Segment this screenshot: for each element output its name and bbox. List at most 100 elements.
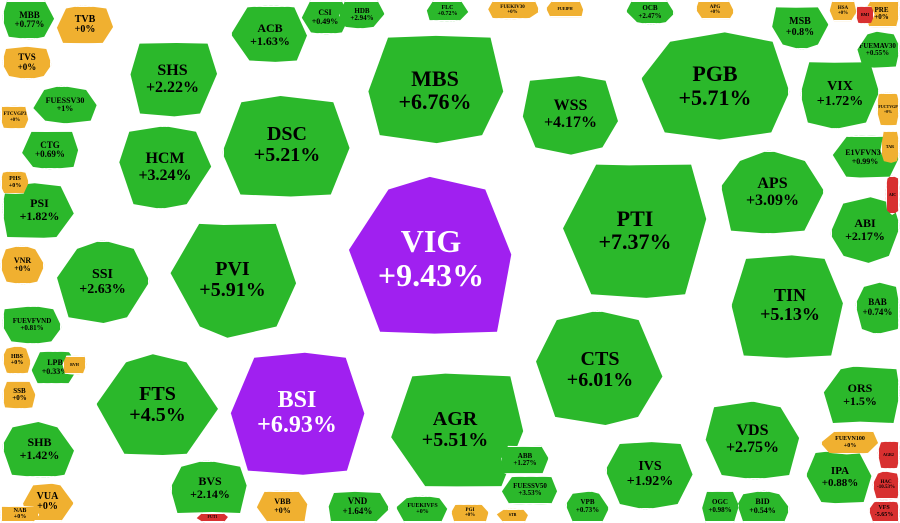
cell-bvh[interactable]: BVH bbox=[62, 355, 87, 375]
change-label: +0% bbox=[844, 443, 856, 449]
change-label: +0% bbox=[838, 11, 848, 16]
cell-hbs[interactable]: HBS+0% bbox=[2, 345, 32, 375]
ticker-label: AIC bbox=[889, 193, 896, 197]
cell-ocb[interactable]: OCB+2.47% bbox=[625, 0, 675, 25]
cell-stb[interactable]: STB bbox=[495, 508, 530, 523]
cell-bab[interactable]: BAB+0.74% bbox=[855, 280, 900, 335]
cell-agr[interactable]: AGR+5.51% bbox=[385, 370, 525, 490]
cell-ctg[interactable]: CTG+0.69% bbox=[20, 130, 80, 170]
cell-fuctvgp[interactable]: FUCTVGP+0% bbox=[876, 92, 900, 127]
change-label: +0% bbox=[14, 514, 26, 520]
cell-ipa[interactable]: IPA+0.88% bbox=[805, 450, 875, 505]
cell-vnd[interactable]: VND+1.64% bbox=[325, 490, 390, 523]
cell-pti[interactable]: PTI+7.37% bbox=[560, 160, 710, 300]
cell-msb[interactable]: MSB+0.8% bbox=[770, 5, 830, 50]
cell-abb[interactable]: ABB+1.27% bbox=[500, 445, 550, 475]
cell-shb[interactable]: SHB+1.42% bbox=[2, 420, 77, 478]
cell-vds[interactable]: VDS+2.75% bbox=[700, 400, 805, 480]
change-label: +0.54% bbox=[749, 507, 776, 515]
change-label: +3.09% bbox=[746, 193, 799, 210]
cell-wss[interactable]: WSS+4.17% bbox=[518, 72, 623, 157]
change-label: +0% bbox=[9, 183, 21, 189]
cell-fuekiv30[interactable]: FUEKIV30+0% bbox=[485, 0, 540, 20]
ticker-label: VIG bbox=[401, 225, 461, 259]
cell-hsa[interactable]: HSA+0% bbox=[828, 0, 858, 22]
cell-vig[interactable]: VIG+9.43% bbox=[342, 175, 520, 343]
cell-acb[interactable]: ACB+1.63% bbox=[230, 5, 310, 65]
cell-vfs[interactable]: VFS-5.65% bbox=[868, 500, 900, 523]
cell-shs[interactable]: SHS+2.22% bbox=[125, 40, 220, 120]
cell-fts[interactable]: FTS+4.5% bbox=[95, 350, 220, 460]
cell-vix[interactable]: VIX+1.72% bbox=[800, 60, 880, 130]
change-label: +2.17% bbox=[845, 230, 885, 243]
ticker-label: MBS bbox=[411, 67, 459, 90]
cell-tvb[interactable]: TVB+0% bbox=[55, 5, 115, 45]
ticker-label: PVI bbox=[215, 259, 249, 280]
cell-ssi[interactable]: SSI+2.63% bbox=[55, 240, 150, 325]
ticker-label: VIX bbox=[827, 80, 853, 95]
ticker-label: SSI bbox=[92, 268, 113, 283]
cell-apg[interactable]: APG+0% bbox=[695, 0, 735, 20]
cell-pgi[interactable]: PGI+0% bbox=[450, 503, 490, 523]
ticker-label: SHS bbox=[157, 63, 187, 80]
cell-fuessv50[interactable]: FUESSV50+3.53% bbox=[500, 475, 560, 505]
change-label: +0% bbox=[37, 502, 58, 513]
change-label: +2.94% bbox=[350, 15, 373, 22]
change-label: +2.22% bbox=[146, 80, 199, 97]
cell-ors[interactable]: ORS+1.5% bbox=[820, 365, 900, 425]
cell-aps[interactable]: APS+3.09% bbox=[720, 150, 825, 235]
ticker-label: AGR bbox=[433, 409, 477, 430]
change-label: +2.63% bbox=[79, 283, 125, 298]
cell-fuevn100[interactable]: FUEVN100+0% bbox=[820, 430, 880, 455]
cell-fuessv30[interactable]: FUESSV30+1% bbox=[30, 85, 100, 125]
cell-ftcvgp3[interactable]: FTCVGP3+0% bbox=[0, 105, 30, 130]
ticker-label: FTS bbox=[139, 384, 176, 405]
cell-cts[interactable]: CTS+6.01% bbox=[530, 310, 670, 430]
cell-pgb[interactable]: PGB+5.71% bbox=[640, 28, 790, 143]
change-label: +1.42% bbox=[20, 449, 60, 462]
ticker-label: BVS bbox=[198, 475, 221, 488]
cell-vnr[interactable]: VNR+0% bbox=[0, 245, 45, 285]
cell-ivs[interactable]: IVS+1.92% bbox=[605, 440, 695, 510]
cell-ogc[interactable]: OGC+0.98% bbox=[700, 490, 740, 523]
cell-flc[interactable]: FLC+0.72% bbox=[425, 0, 470, 22]
cell-vpb[interactable]: VPB+0.73% bbox=[565, 490, 610, 523]
cell-bid[interactable]: BID+0.54% bbox=[735, 490, 790, 523]
cell-vbb[interactable]: VBB+0% bbox=[255, 490, 310, 523]
change-label: +6.93% bbox=[257, 413, 337, 438]
cell-fueiph[interactable]: FUEIPH bbox=[545, 0, 585, 18]
cell-bvs[interactable]: BVS+2.14% bbox=[170, 460, 250, 515]
cell-nab[interactable]: NAB+0% bbox=[0, 505, 40, 523]
change-label: +0.74% bbox=[863, 308, 893, 317]
cell-hcm[interactable]: HCM+3.24% bbox=[115, 125, 215, 210]
cell-bsi[interactable]: BSI+6.93% bbox=[222, 348, 372, 478]
cell-fuekivfs[interactable]: FUEKIVFS+0% bbox=[395, 495, 450, 523]
ticker-label: AGR2 bbox=[883, 453, 894, 457]
cell-fut1[interactable]: FUT1 bbox=[195, 512, 230, 523]
cell-pvi[interactable]: PVI+5.91% bbox=[165, 220, 300, 340]
change-label: +7.37% bbox=[598, 230, 671, 253]
change-label: +0% bbox=[18, 63, 37, 72]
change-label: +0.77% bbox=[15, 20, 45, 29]
change-label: +1.92% bbox=[627, 475, 673, 490]
change-label: +4.17% bbox=[544, 115, 597, 132]
change-label: +0% bbox=[507, 10, 517, 15]
cell-ssb[interactable]: SSB+0% bbox=[2, 380, 37, 410]
cell-mbs[interactable]: MBS+6.76% bbox=[360, 30, 510, 150]
cell-hac[interactable]: HAC-10.53% bbox=[872, 470, 900, 500]
cell-mbb[interactable]: MBB+0.77% bbox=[2, 0, 57, 40]
cell-tvs[interactable]: TVS+0% bbox=[2, 45, 52, 80]
change-label: +1.64% bbox=[343, 507, 373, 516]
cell-fuevfvnd[interactable]: FUEVFVND+0.81% bbox=[2, 305, 62, 345]
ticker-label: MSB bbox=[789, 17, 811, 28]
ticker-label: WSS bbox=[554, 98, 588, 115]
cell-hdb[interactable]: HDB+2.94% bbox=[338, 0, 386, 30]
ticker-label: DSC bbox=[267, 124, 307, 145]
ticker-label: TAR bbox=[886, 145, 894, 149]
ticker-label: FUEIPH bbox=[557, 7, 572, 11]
cell-tin[interactable]: TIN+5.13% bbox=[730, 250, 850, 360]
cell-agr2[interactable]: AGR2 bbox=[877, 440, 900, 470]
cell-aic[interactable]: AIC bbox=[885, 175, 900, 215]
cell-dsc[interactable]: DSC+5.21% bbox=[222, 90, 352, 200]
change-label: +0% bbox=[884, 110, 892, 114]
